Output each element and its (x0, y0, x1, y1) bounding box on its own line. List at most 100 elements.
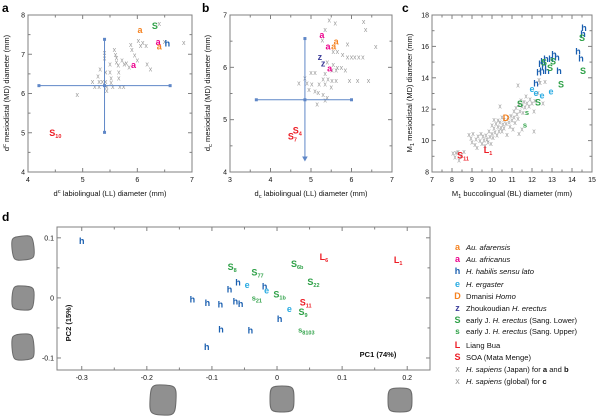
svg-text:8: 8 (450, 177, 454, 184)
svg-text:x: x (511, 126, 515, 133)
svg-text:x: x (491, 135, 495, 142)
svg-text:x: x (459, 153, 463, 160)
legend-item: s early J. H. erectus (Sang. Upper) (452, 326, 577, 338)
svg-text:x: x (496, 118, 500, 125)
legend-symbol: S (454, 315, 461, 326)
svg-text:PC2 (15%): PC2 (15%) (64, 304, 73, 341)
svg-text:x: x (490, 131, 494, 138)
svg-text:4: 4 (26, 177, 30, 184)
svg-text:9: 9 (470, 177, 474, 184)
svg-text:x: x (323, 71, 327, 78)
svg-text:10: 10 (421, 138, 429, 145)
svg-text:x: x (481, 133, 485, 140)
svg-text:x: x (462, 149, 466, 156)
taxon-point-sangiran_lower: S (547, 63, 553, 73)
svg-text:x: x (149, 67, 153, 74)
svg-text:x: x (492, 117, 496, 124)
tooth-outline (11, 333, 35, 361)
svg-text:x: x (513, 120, 517, 127)
svg-text:0: 0 (50, 295, 54, 302)
svg-text:x: x (321, 92, 325, 99)
svg-text:x: x (116, 63, 120, 70)
svg-text:x: x (120, 58, 124, 65)
svg-text:dc labiolingual (LL) diameter: dc labiolingual (LL) diameter (mm) (255, 189, 368, 200)
svg-text:x: x (541, 100, 545, 107)
svg-text:x: x (523, 104, 527, 111)
svg-text:x: x (297, 81, 301, 88)
svg-text:x: x (522, 99, 526, 106)
svg-text:dc mesiodistal (MD) diameter (: dc mesiodistal (MD) diameter (mm) (203, 34, 214, 151)
taxon-point-habilis: h (554, 53, 560, 63)
taxon-point-sangiran_lower: S8 (228, 262, 237, 274)
svg-text:x: x (487, 129, 491, 136)
svg-text:x: x (313, 70, 317, 77)
svg-text:6: 6 (350, 177, 354, 184)
svg-text:x: x (530, 100, 534, 107)
svg-text:x: x (470, 140, 474, 147)
taxon-point-sangiran_upper: s (523, 120, 527, 129)
legend-label: Liang Bua (466, 340, 501, 350)
svg-text:x: x (493, 129, 497, 136)
svg-text:x: x (336, 65, 340, 72)
svg-text:dc labiolingual (LL) diameter: dc labiolingual (LL) diameter (mm) (54, 189, 167, 198)
legend-symbol: S (454, 351, 461, 362)
svg-text:0: 0 (275, 375, 279, 382)
svg-text:x: x (473, 142, 477, 149)
svg-text:6: 6 (21, 91, 25, 98)
svg-text:x: x (504, 121, 508, 128)
taxon-point-sangiran_lower: S (579, 33, 585, 43)
legend-item: h H. habilis sensu lato (452, 265, 577, 277)
legend-symbol: x (455, 376, 460, 387)
svg-text:x: x (479, 131, 483, 138)
taxon-point-habilis: h (539, 66, 545, 76)
svg-text:x: x (494, 121, 498, 128)
svg-text:7: 7 (430, 177, 434, 184)
taxon-point-habilis: h (551, 49, 557, 59)
svg-text:x: x (144, 43, 148, 50)
svg-text:x: x (543, 79, 547, 86)
svg-text:5: 5 (81, 177, 85, 184)
svg-text:x: x (341, 52, 345, 59)
taxon-point-ergaster: e (245, 280, 250, 290)
svg-text:x: x (163, 39, 167, 46)
svg-text:x: x (486, 140, 490, 147)
svg-text:7: 7 (390, 177, 394, 184)
svg-text:x: x (323, 82, 327, 89)
svg-text:x: x (512, 115, 516, 122)
legend-label: H. sapiens (global) for c (466, 377, 547, 387)
taxon-point-zhoukoudian: z (318, 52, 323, 62)
svg-text:x: x (113, 47, 117, 54)
svg-text:x: x (321, 76, 325, 83)
taxon-point-sangiran_lower: S6b (291, 259, 304, 271)
taxon-point-sangiran_lower: S9 (299, 307, 308, 319)
taxon-point-habilis: h (581, 23, 587, 33)
svg-text:7: 7 (21, 52, 25, 59)
taxon-point-habilis: h (543, 54, 549, 64)
taxon-point-africanus: a (326, 42, 332, 52)
taxon-point-habilis: h (227, 285, 233, 295)
svg-text:4: 4 (21, 170, 25, 177)
taxon-point-africanus: a (156, 37, 162, 47)
svg-text:x: x (182, 40, 186, 47)
svg-text:x: x (109, 80, 113, 87)
taxon-point-sangiran_upper: s (525, 108, 529, 117)
svg-text:x: x (108, 69, 112, 76)
legend-label: H. ergaster (466, 279, 504, 289)
svg-text:x: x (492, 126, 496, 133)
taxon-point-habilis: h (533, 78, 539, 88)
svg-text:x: x (323, 97, 327, 104)
svg-text:x: x (361, 54, 365, 61)
taxon-point-habilis: h (548, 54, 554, 64)
svg-text:x: x (330, 78, 334, 85)
svg-text:x: x (451, 151, 455, 158)
svg-text:x: x (453, 155, 457, 162)
svg-text:x: x (117, 75, 121, 82)
taxon-point-afarensis: a (331, 42, 337, 52)
panel-d: -0.3 -0.2 -0.1 0 0.1 0.2 0.1 0 -0.1 PC1 (74%) PC2 … (11, 226, 431, 416)
svg-text:x: x (348, 78, 352, 85)
svg-text:x: x (474, 137, 478, 144)
svg-text:x: x (515, 111, 519, 118)
taxon-point-sangiran_upper: s21 (252, 293, 262, 304)
